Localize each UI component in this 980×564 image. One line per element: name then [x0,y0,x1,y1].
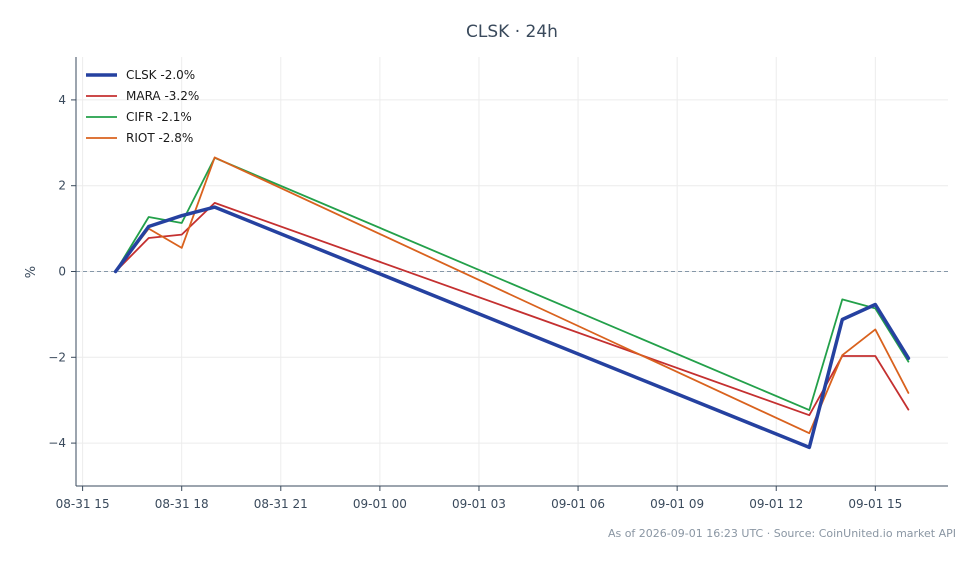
y-tick-label: −2 [48,350,66,364]
series-line-clsk [113,205,911,450]
legend-label-riot: RIOT -2.8% [126,131,193,145]
legend-label-cifr: CIFR -2.1% [126,110,192,124]
x-ticks: 08-31 15 08-31 18 08-31 21 09-01 00 09-01 03… [56,486,902,511]
x-tick-label: 09-01 06 [551,497,605,511]
y-tick-label: 4 [58,93,66,107]
series-line-mara [114,201,910,417]
y-tick-label: 2 [58,179,66,193]
legend: CLSK -2.0% MARA -3.2% CIFR -2.1% RIOT -2.8% [86,68,199,145]
x-tick-label: 09-01 03 [452,497,506,511]
x-tick-label: 08-31 15 [56,497,110,511]
y-ticks: −4 −2 0 2 4 [48,93,76,450]
x-tick-label: 08-31 18 [155,497,209,511]
x-tick-label: 09-01 09 [650,497,704,511]
legend-label-clsk: CLSK -2.0% [126,68,195,82]
series-layer [113,156,911,450]
legend-label-mara: MARA -3.2% [126,89,199,103]
series-line-cifr [114,156,910,412]
series-line-riot [114,156,910,435]
x-tick-label: 09-01 15 [848,497,902,511]
x-tick-label: 09-01 00 [353,497,407,511]
chart-title: CLSK · 24h [466,22,558,42]
x-tick-label: 08-31 21 [254,497,308,511]
y-axis-label: % [24,266,39,278]
y-tick-label: 0 [58,265,66,279]
y-tick-label: −4 [48,436,66,450]
x-tick-label: 09-01 12 [749,497,803,511]
footer-source: As of 2026-09-01 16:23 UTC · Source: Coi… [608,527,956,540]
